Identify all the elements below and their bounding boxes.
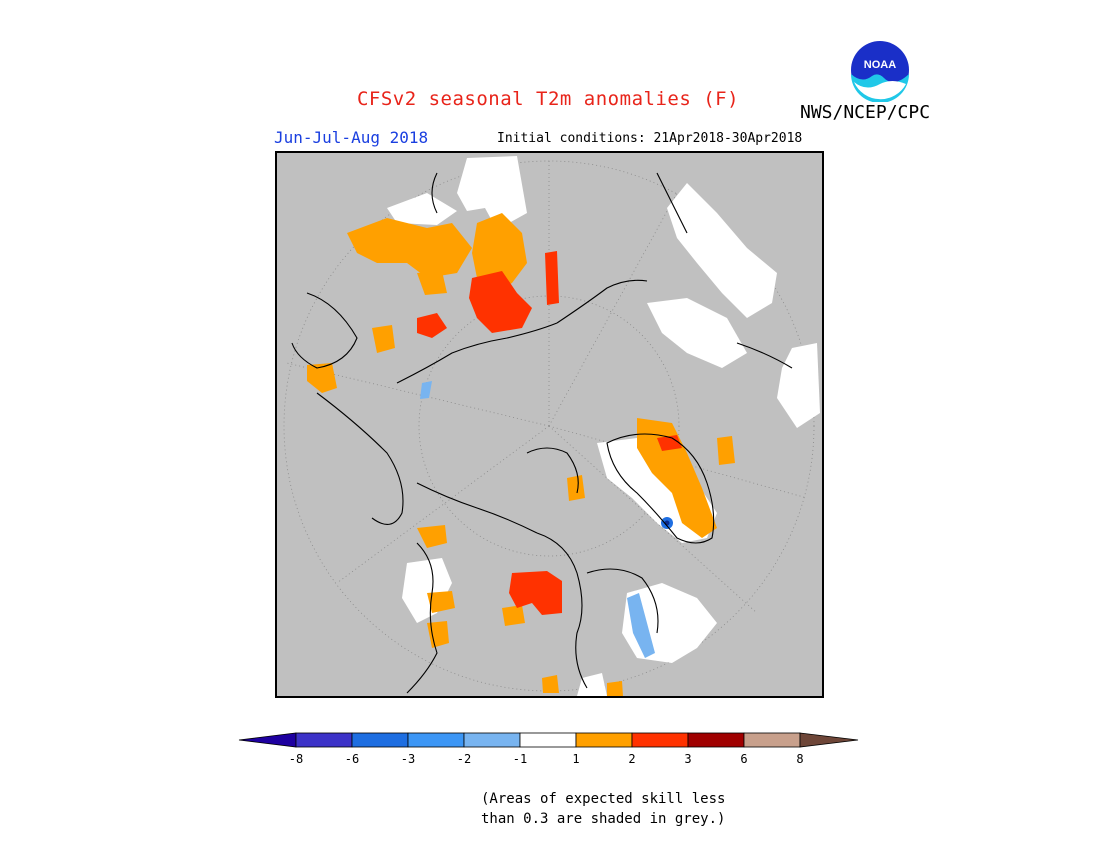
colorbar-bin [295,732,353,748]
anomaly-cold-1-2 [420,381,432,399]
colorbar-bin [519,732,577,748]
colorbar-max-arrow [799,732,859,748]
colorbar-tick-label: 6 [740,752,748,766]
colorbar-bin [631,732,689,748]
svg-text:NOAA: NOAA [864,59,896,71]
colorbar [238,732,859,748]
colorbar-bin [463,732,521,748]
anomaly-warm-1-2 [307,213,735,696]
graticule-line [548,425,808,499]
colorbar-tick-label: 8 [796,752,804,766]
colorbar-tick-label: 3 [684,752,692,766]
colorbar-bin [687,732,745,748]
forecast-period: Jun-Jul-Aug 2018 [274,128,429,147]
colorbar-tick-label: 1 [572,752,580,766]
colorbar-tick-label: -1 [512,752,528,766]
colorbar-bin [575,732,633,748]
coastlines [291,172,793,694]
anomaly-cold-1-2 [627,593,655,658]
map-outside-region [277,153,822,696]
colorbar-tick-label: -8 [288,752,304,766]
colorbar-tick-label: 2 [628,752,636,766]
colorbar-tick-label: -3 [400,752,416,766]
initial-conditions: Initial conditions: 21Apr2018-30Apr2018 [497,131,803,146]
agency-label: NWS/NCEP/CPC [800,102,931,123]
anomaly-warm-2-3 [417,251,682,615]
colorbar-bin [407,732,465,748]
colorbar-bin [743,732,801,748]
anomaly-cold [420,381,673,658]
colorbar-tick-label: -6 [344,752,360,766]
noaa-logo: NOAA [848,38,912,103]
colorbar-min-arrow [238,732,297,748]
colorbar-tick-label: -2 [456,752,472,766]
colorbar-bin [351,732,409,748]
graticule-line [548,192,678,427]
footnote-line-2: than 0.3 are shaded in grey.) [481,811,726,827]
footnote-line-1: (Areas of expected skill less [481,791,726,807]
anomaly-map [275,151,824,698]
chart-title: CFSv2 seasonal T2m anomalies (F) [356,88,740,110]
